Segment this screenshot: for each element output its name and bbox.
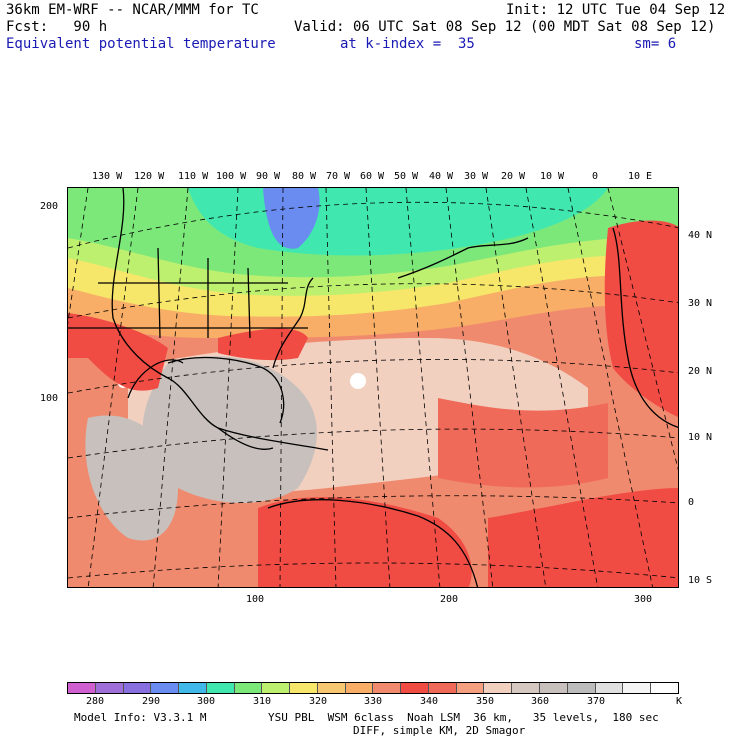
physics-info: YSU PBL WSM 6class Noah LSM 36 km, 35 le… (268, 711, 659, 724)
colorbar-swatch (179, 683, 207, 693)
colorbar-swatch (651, 683, 678, 693)
colorbar-unit: K (676, 696, 683, 707)
colorbar-swatch (234, 683, 263, 693)
warm-band (438, 398, 608, 488)
k-index: at k-index = 35 (340, 36, 475, 52)
colorbar-swatch (95, 683, 124, 693)
colorbar-swatch (68, 683, 96, 693)
cold-pool (263, 188, 320, 249)
lon-label: 80 W (292, 171, 317, 182)
gray-gulf (142, 356, 317, 503)
colorbar-label: 300 (197, 696, 216, 707)
lon-label: 90 W (256, 171, 281, 182)
colorbar-swatch (290, 683, 318, 693)
colorbar (67, 682, 679, 694)
colorbar-swatch (595, 683, 624, 693)
colorbar-swatch (262, 683, 291, 693)
colorbar-swatch (623, 683, 652, 693)
lon-label: 130 W (92, 171, 123, 182)
colorbar-swatch (512, 683, 541, 693)
warm-pocket (350, 373, 366, 389)
grid-x-tick: 200 (440, 594, 459, 605)
smoothing-value: sm= 6 (634, 36, 677, 52)
colorbar-swatch (567, 683, 596, 693)
lon-label: 30 W (464, 171, 489, 182)
colorbar-swatch (428, 683, 457, 693)
colorbar-swatch (206, 683, 235, 693)
colorbar-label: 320 (309, 696, 328, 707)
init-time: Init: 12 UTC Tue 04 Sep 12 (506, 2, 726, 18)
colorbar-label: 290 (142, 696, 161, 707)
valid-time: Valid: 06 UTC Sat 08 Sep 12 (00 MDT Sat … (294, 19, 716, 35)
hot-land-south-america (258, 497, 472, 587)
colorbar-swatch (401, 683, 429, 693)
lon-label: 10 E (628, 171, 653, 182)
colorbar-swatch (540, 683, 568, 693)
colorbar-swatch (317, 683, 346, 693)
lat-label: 40 N (688, 230, 713, 241)
lat-label: 10 N (688, 432, 713, 443)
colorbar-label: 280 (86, 696, 105, 707)
diffusion-info: DIFF, simple KM, 2D Smagor (353, 724, 526, 737)
colorbar-swatch (373, 683, 402, 693)
lon-label: 10 W (540, 171, 565, 182)
colorbar-label: 340 (420, 696, 439, 707)
lon-label: 0 (592, 171, 599, 182)
grid-y-tick: 100 (40, 393, 59, 404)
colorbar-swatch (484, 683, 513, 693)
grid-x-tick: 300 (634, 594, 653, 605)
hot-ocean-south (488, 488, 678, 587)
theta-e-map (67, 187, 679, 588)
map-canvas (68, 188, 678, 587)
lat-label: 20 N (688, 366, 713, 377)
model-title: 36km EM-WRF -- NCAR/MMM for TC (6, 2, 259, 18)
lon-label: 60 W (360, 171, 385, 182)
hot-land-africa (604, 220, 678, 418)
lat-label: 10 S (688, 575, 713, 586)
forecast-hour: Fcst: 90 h (6, 19, 108, 35)
lon-label: 20 W (501, 171, 526, 182)
lat-label: 30 N (688, 298, 713, 309)
colorbar-swatch (151, 683, 180, 693)
colorbar-swatch (123, 683, 152, 693)
grid-x-tick: 100 (246, 594, 265, 605)
field-name: Equivalent potential temperature (6, 36, 276, 52)
hot-land-east (218, 328, 308, 361)
colorbar-swatch (456, 683, 485, 693)
colorbar-label: 350 (476, 696, 495, 707)
colorbar-label: 360 (531, 696, 550, 707)
lon-label: 110 W (178, 171, 209, 182)
coastlines (68, 188, 678, 587)
lon-label: 120 W (134, 171, 165, 182)
lon-label: 50 W (394, 171, 419, 182)
lon-label: 40 W (429, 171, 454, 182)
gray-pacific (85, 415, 178, 541)
model-info: Model Info: V3.3.1 M (74, 711, 207, 724)
grid-y-tick: 200 (40, 201, 59, 212)
lat-label: 0 (688, 497, 695, 508)
colorbar-swatch (345, 683, 374, 693)
hot-land-west (68, 313, 168, 391)
colorbar-label: 310 (253, 696, 272, 707)
colorbar-label: 330 (364, 696, 383, 707)
lon-label: 100 W (216, 171, 247, 182)
lon-label: 70 W (326, 171, 351, 182)
colorbar-label: 370 (587, 696, 606, 707)
graticule (68, 188, 678, 587)
